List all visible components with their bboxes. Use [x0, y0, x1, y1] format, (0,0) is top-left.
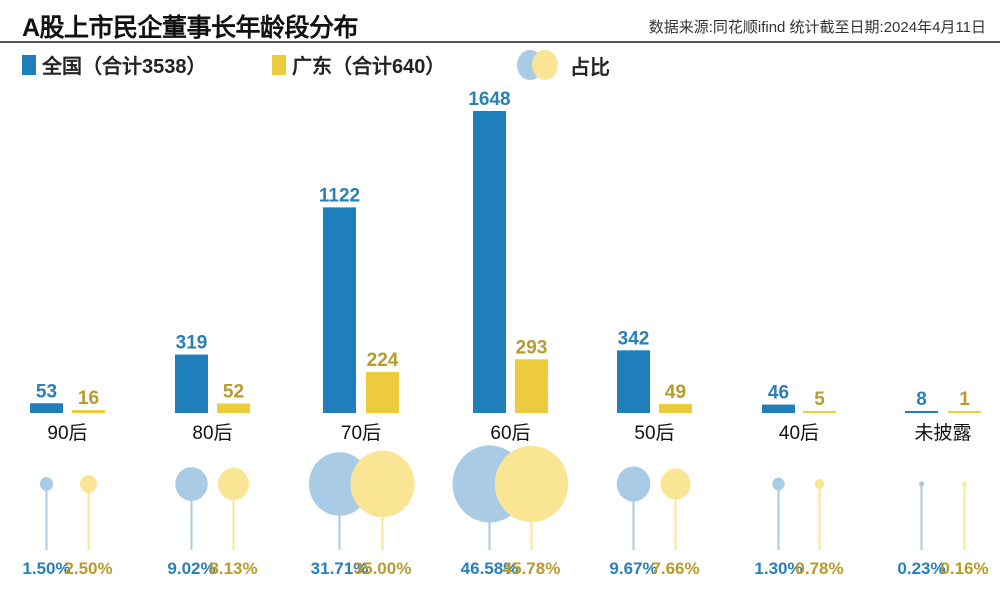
bar: [72, 410, 105, 413]
share-bubble: [918, 481, 925, 487]
bar-value-label: 16: [78, 388, 99, 409]
share-bubble: [79, 475, 98, 493]
category-label: 50后: [634, 422, 674, 444]
share-label: 7.66%: [651, 559, 699, 578]
category-label: 60后: [490, 422, 530, 444]
bar-value-label: 293: [516, 337, 548, 358]
bar-value-label: 49: [665, 382, 686, 403]
share-bubble: [616, 466, 651, 502]
data-source: 数据来源:同花顺ifind 统计截至日期:2024年4月11日: [648, 19, 986, 36]
legend-share: 占比: [514, 50, 610, 80]
share-label: 0.23%: [897, 559, 945, 578]
bar: [366, 371, 399, 413]
bar: [659, 404, 692, 413]
share-label: 9.67%: [609, 559, 657, 578]
category-label: 70后: [341, 422, 381, 444]
bar-value-label: 52: [223, 381, 244, 402]
bar-value-label: 319: [176, 333, 208, 354]
legend-label: 占比: [570, 56, 610, 79]
bar-value-label: 8: [916, 389, 927, 410]
bar-value-label: 46: [768, 383, 789, 404]
share-bubble: [218, 467, 249, 501]
category-label: 未披露: [914, 422, 971, 444]
bar: [175, 354, 208, 413]
bar: [473, 111, 506, 413]
legend-swatch: [272, 54, 286, 75]
share-label: 31.71%: [311, 559, 369, 578]
chart-title: A股上市民企董事长年龄段分布: [22, 14, 359, 42]
legend-label: 广东（合计640）: [292, 56, 446, 78]
share-label: 2.50%: [64, 559, 112, 578]
bar-value-label: 342: [618, 328, 650, 349]
bar-value-label: 1: [959, 389, 970, 410]
share-bubble: [660, 468, 691, 500]
category-label: 90后: [47, 422, 87, 444]
bar: [515, 359, 548, 413]
bar: [803, 411, 836, 413]
bar: [905, 411, 938, 413]
bar-value-label: 5: [814, 389, 825, 410]
legend-bubbles-icon: [517, 50, 558, 80]
category-label: 80后: [192, 422, 232, 444]
bar-value-label: 1648: [468, 89, 510, 110]
share-label: 45.78%: [503, 559, 561, 578]
share-label: 46.58%: [461, 559, 519, 578]
share-bubble: [494, 445, 569, 523]
share-bubble: [772, 477, 785, 491]
share-label: 1.50%: [22, 559, 70, 578]
legend-label: 全国（合计3538）: [42, 56, 207, 78]
header-divider: [0, 41, 1000, 43]
share-bubble: [814, 479, 825, 489]
bar: [217, 403, 250, 413]
share-bubble: [350, 450, 415, 518]
legend-swatch: [22, 54, 36, 75]
bar-value-label: 1122: [319, 185, 360, 206]
share-label: 35.00%: [354, 559, 412, 578]
share-bubble: [39, 477, 54, 491]
share-bubble: [962, 481, 967, 487]
bar: [948, 411, 981, 413]
bar: [323, 207, 356, 413]
share-bubble: [175, 467, 208, 501]
legend-national: 全国（合计3538）: [22, 50, 207, 79]
share-label: 1.30%: [754, 559, 802, 578]
bar: [617, 350, 650, 413]
bar-value-label: 224: [367, 350, 399, 371]
bar-value-label: 53: [36, 381, 57, 402]
bar: [30, 403, 63, 413]
share-label: 9.02%: [167, 559, 215, 578]
legend-guangdong: 广东（合计640）: [272, 50, 445, 79]
category-label: 40后: [779, 422, 819, 444]
share-label: 0.78%: [795, 559, 843, 578]
share-label: 8.13%: [209, 559, 257, 578]
bar: [762, 404, 795, 413]
share-label: 0.16%: [940, 559, 988, 578]
